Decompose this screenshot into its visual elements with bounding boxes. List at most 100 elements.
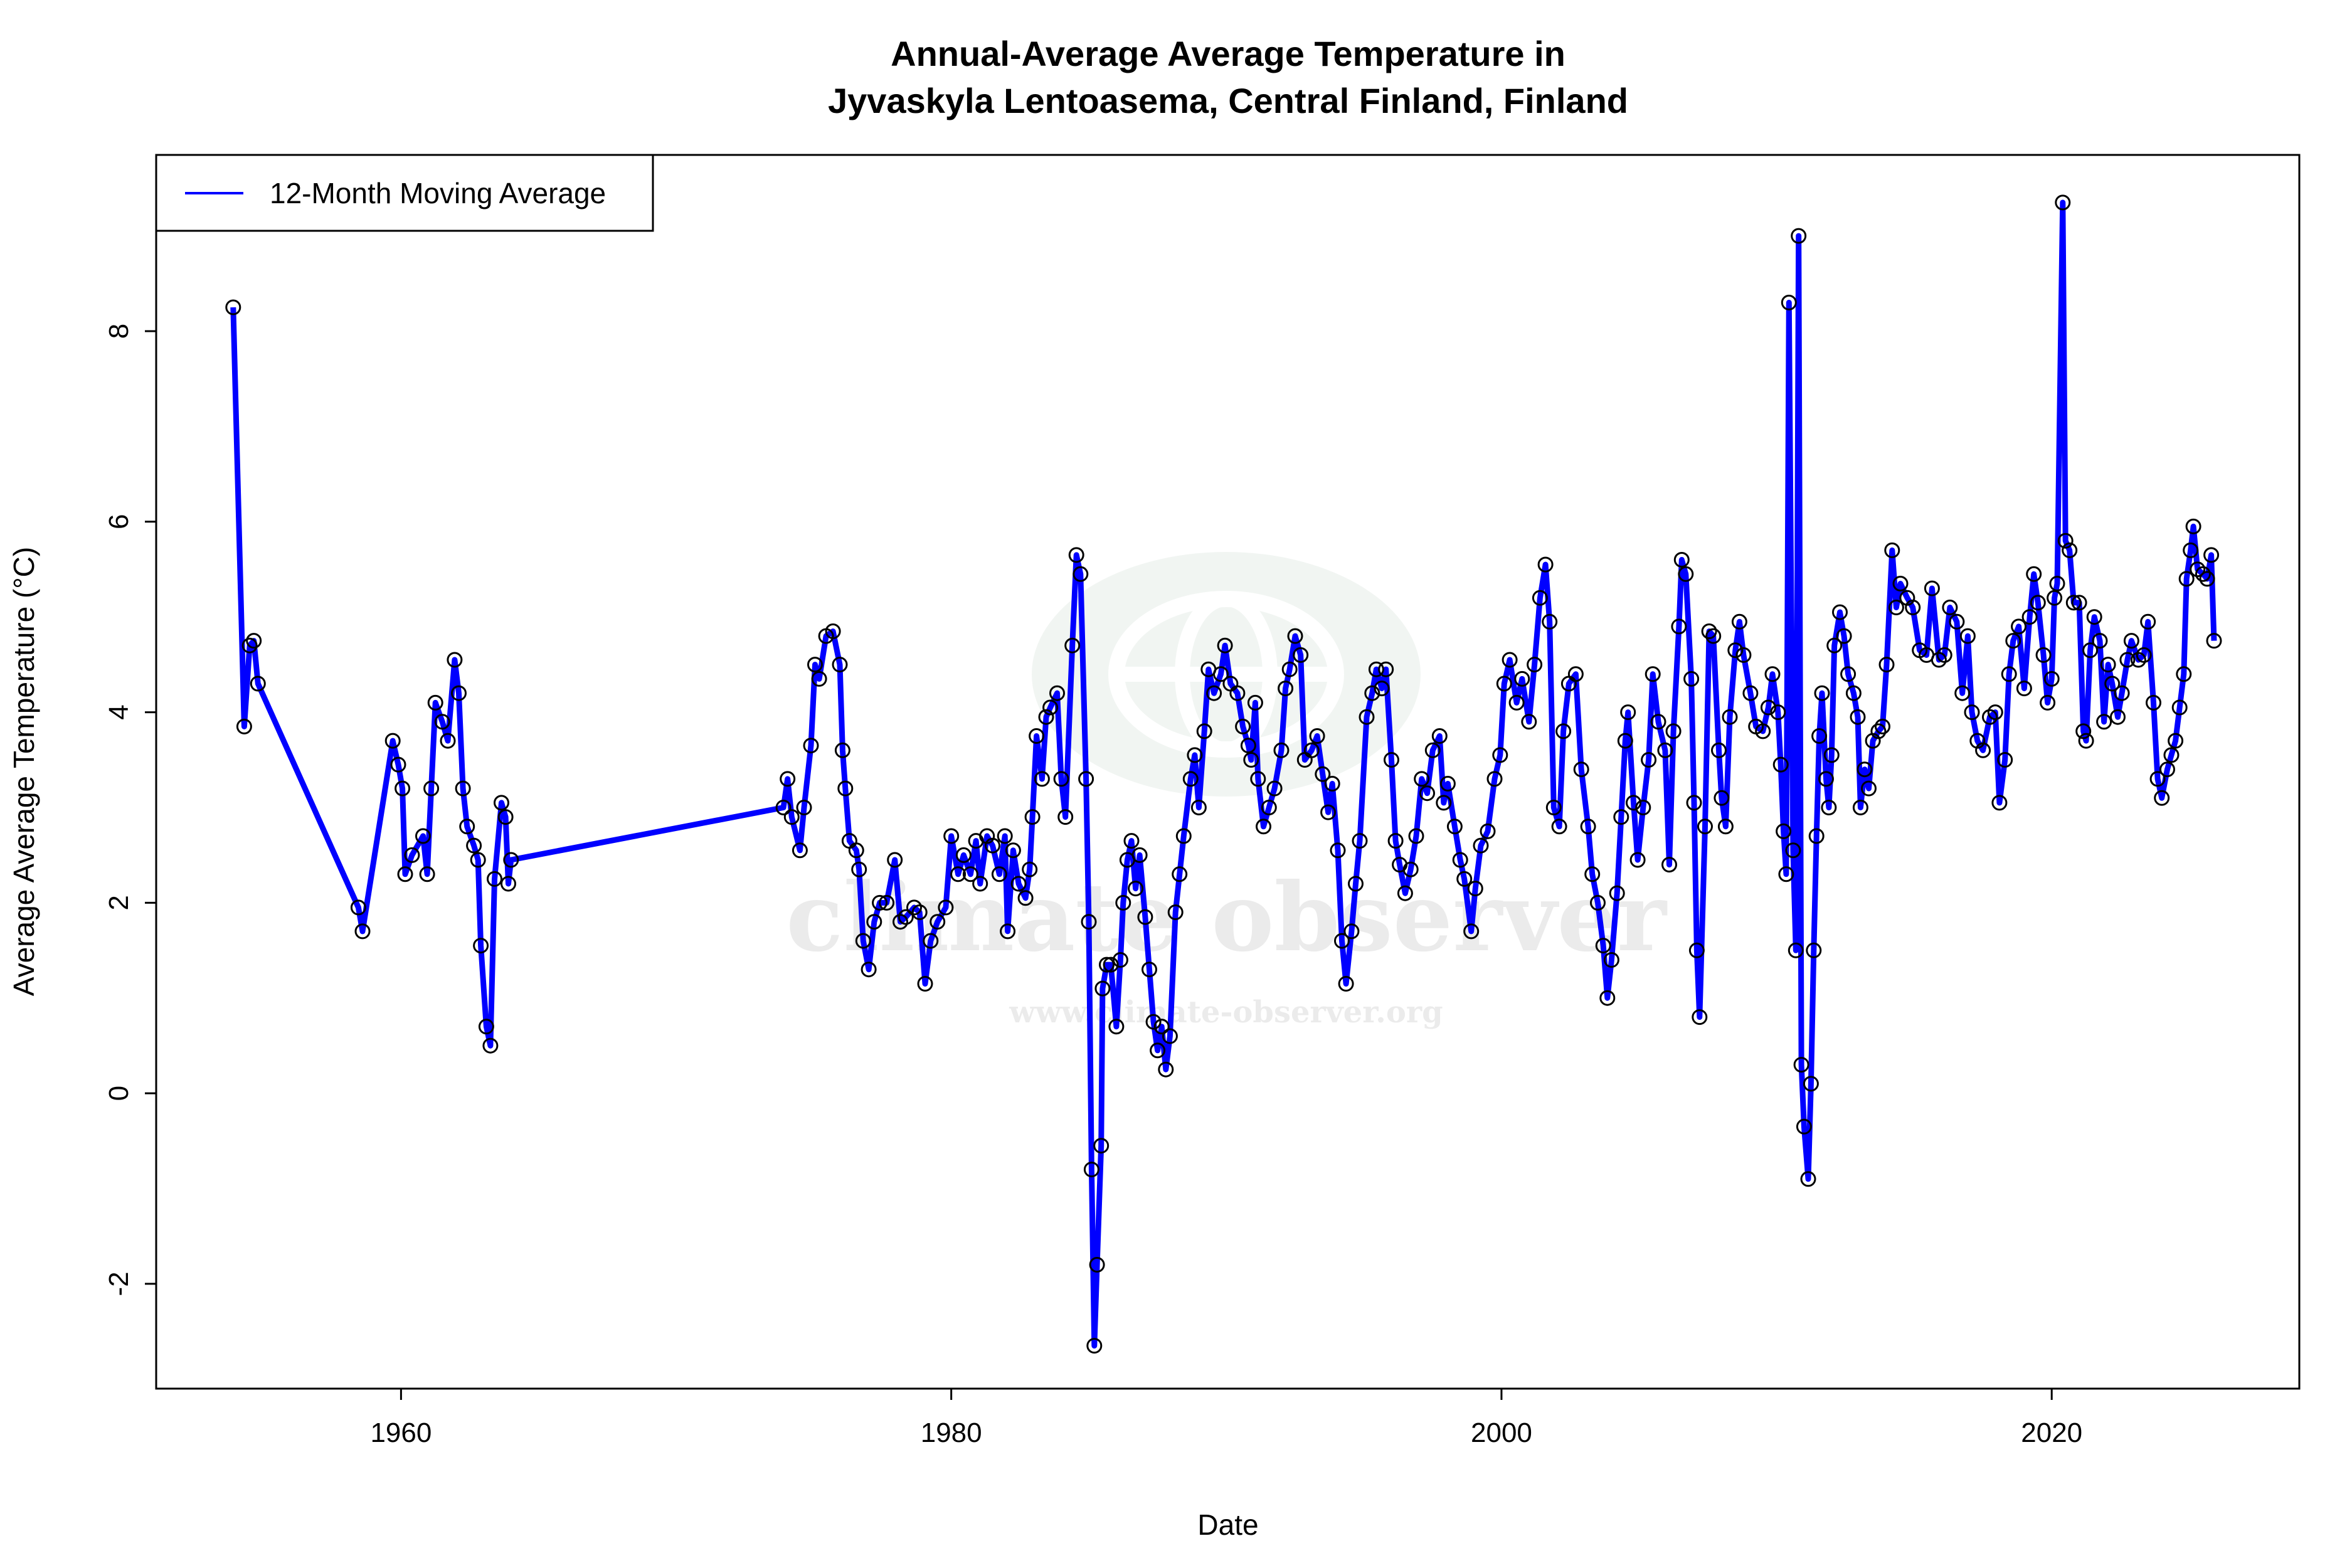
data-point [2123,633,2139,649]
data-point [2021,609,2038,625]
data-point [1808,828,1825,844]
data-point [1086,1338,1103,1354]
data-point [2049,576,2065,591]
data-point [2110,709,2126,725]
data-point [1247,694,1263,711]
data-point [2154,790,2170,806]
data-point [1791,228,1807,244]
data-point [1364,685,1380,701]
data-point [1645,666,1661,682]
data-point [350,899,366,916]
y-axis-label: Average Average Temperature (°C) [8,547,40,996]
data-point [2016,681,2032,697]
data-point [250,675,266,692]
data-point [1446,818,1463,835]
data-point [1315,766,1331,782]
data-point [2096,714,2112,730]
y-tick-label: 0 [103,1086,134,1101]
data-point [2055,194,2071,211]
data-point [2082,642,2099,659]
data-point [1463,923,1480,940]
data-point [783,809,800,825]
data-point [1034,771,1050,787]
data-point [1000,923,1016,940]
data-point [1959,628,1976,644]
data-point [1931,652,1947,668]
data-point [1826,637,1843,654]
data-point [1049,685,1065,701]
data-point [1172,866,1188,882]
data-point [470,852,486,868]
y-tick-label: 8 [103,324,134,339]
data-point [2195,566,2211,582]
data-point [796,800,812,815]
data-point [1083,1162,1099,1178]
y-tick-label: -2 [103,1271,134,1296]
data-point [1108,1019,1125,1035]
data-point [1678,566,1694,582]
data-point [1038,709,1054,725]
data-point [1609,885,1625,901]
data-point [898,909,914,925]
data-point [2030,595,2046,611]
data-point [1629,852,1646,868]
data-point [487,871,502,887]
data-point [917,976,933,992]
data-point [2171,699,2188,716]
data-point [1436,795,1452,811]
data-point [1343,923,1360,940]
data-point [1793,1057,1809,1073]
watermark-url: www.climate-observer.org [1009,995,1443,1030]
data-point [807,657,823,673]
data-point [1760,699,1776,716]
data-point [825,623,841,639]
data-point [1836,628,1852,644]
data-point [2163,747,2180,763]
data-point [1590,894,1606,911]
data-point [1378,661,1394,677]
data-point [494,795,509,811]
data-point [2136,647,2152,663]
data-point [1705,628,1722,644]
data-point [2001,666,2017,682]
data-point [1473,837,1489,854]
data-point [1626,795,1641,811]
data-point [1017,890,1034,906]
data-point [1665,723,1682,739]
data-point [780,771,796,787]
chart-title: Annual-Average Average Temperature in [891,34,1565,73]
data-point [1240,738,1256,754]
data-point [1196,723,1212,739]
x-tick-label: 2000 [1471,1417,1532,1448]
data-point [962,866,978,882]
data-point [1182,771,1199,787]
data-point [1785,842,1801,859]
data-point [1924,580,1940,596]
data-point [1213,666,1229,682]
data-point [2203,547,2220,563]
data-point [1187,747,1203,763]
data-point [1688,942,1705,958]
data-point [1532,590,1548,606]
data-point [1742,685,1759,701]
data-point [1584,866,1601,882]
data-point [1293,647,1309,663]
data-point [1580,818,1596,835]
data-point [427,694,443,711]
data-point [2035,647,2052,663]
data-point [236,718,252,734]
data-point [404,847,420,863]
data-point [1402,861,1419,877]
data-point [1521,714,1537,730]
data-point [482,1037,499,1054]
data-point [1796,1118,1812,1135]
data-point [1330,842,1346,859]
data-point [473,938,489,954]
y-tick-label: 2 [103,895,134,910]
data-point [1755,723,1771,739]
data-point [2104,675,2121,692]
data-point [2185,518,2201,534]
x-axis-label: Date [1197,1508,1258,1541]
data-point [1439,776,1456,792]
chart-subtitle: Jyvaskyla Lentoasema, Central Finland, F… [828,81,1628,120]
